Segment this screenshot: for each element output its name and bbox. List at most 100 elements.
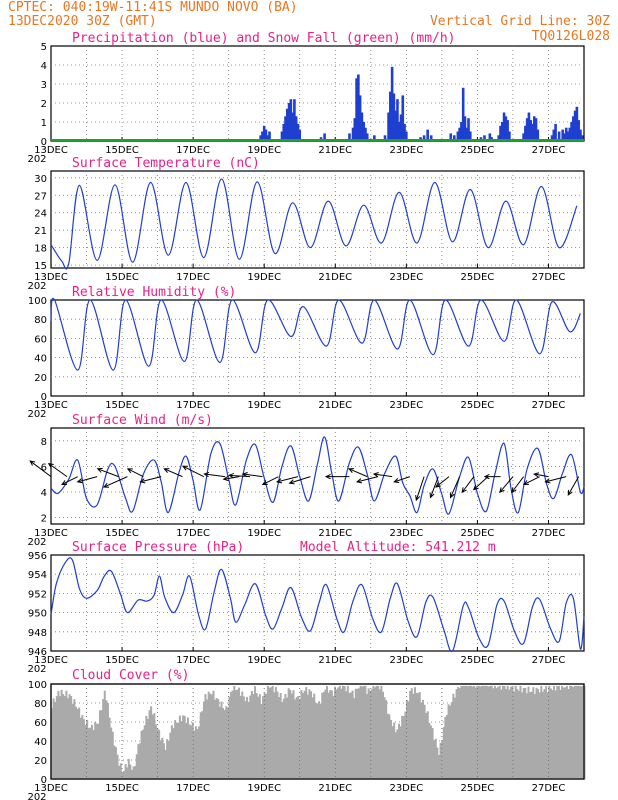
wind-arrow: [356, 476, 379, 483]
cloud-bar: [577, 685, 580, 779]
cloud-bar: [159, 740, 162, 779]
wind-arrow-head: [102, 482, 110, 488]
precip-bar: [387, 112, 390, 141]
cloud-bar: [407, 701, 410, 779]
precip-bar: [577, 120, 580, 141]
panel-title: Surface Wind (m/s): [72, 413, 213, 428]
cloud-bar: [468, 685, 471, 779]
cloud-bar: [66, 698, 69, 779]
cloud-bar: [156, 728, 159, 779]
cloud-bar: [431, 727, 434, 779]
cloud-bar: [391, 726, 394, 779]
cloud-bar: [529, 692, 532, 779]
cloud-bar: [210, 694, 213, 779]
precip-bar: [266, 135, 270, 141]
precip-bar: [351, 127, 355, 141]
wind-arrow-head: [126, 468, 133, 474]
cloud-bar: [362, 685, 365, 779]
y-tick-label: 2: [41, 99, 47, 110]
cloud-bar: [380, 685, 383, 779]
cloud-bar: [492, 688, 495, 779]
x-tick-label: 13DEC: [34, 655, 68, 666]
cloud-bar: [551, 690, 554, 779]
y-tick-label: 80: [34, 699, 47, 710]
cloud-bar: [543, 689, 546, 779]
cloud-bar: [89, 727, 92, 779]
cloud-bar: [298, 699, 301, 779]
cloud-bar: [182, 715, 185, 779]
x-year-label: 202: [27, 409, 46, 420]
cloud-bar: [58, 696, 61, 779]
cloud-bar: [119, 763, 122, 779]
wind-arrow: [435, 476, 450, 488]
cloud-bar: [306, 694, 309, 779]
cloud-bar: [289, 689, 292, 779]
cloud-bar: [463, 685, 466, 779]
cloud-bar: [118, 765, 121, 779]
cloud-bar: [394, 732, 397, 779]
wind-arrow: [97, 468, 119, 478]
cloud-bar: [508, 689, 511, 779]
cloud-bar: [190, 725, 193, 779]
cloud-bar: [97, 723, 100, 779]
cloud-bar: [500, 689, 503, 779]
wind-arrow-head: [222, 475, 229, 482]
panel-3: [50, 297, 585, 397]
wind-arrow-head: [483, 474, 490, 480]
cloud-bar: [361, 686, 364, 779]
wind-arrow: [394, 476, 411, 483]
precip-bar: [348, 133, 351, 141]
y-tick-label: 15: [34, 261, 47, 272]
cloud-bar: [569, 685, 572, 779]
cloud-bar: [255, 693, 258, 779]
cloud-bar: [535, 687, 538, 779]
precip-bar: [568, 127, 572, 141]
precip-bar: [296, 123, 300, 141]
precip-bar: [534, 118, 538, 141]
cloud-bar: [524, 687, 527, 779]
cloud-bar: [239, 695, 242, 779]
cloud-bar: [477, 685, 480, 779]
cloud-bar: [92, 729, 95, 779]
precip-bar: [355, 78, 358, 141]
cloud-bar: [143, 725, 146, 779]
x-tick-label: 17DEC: [176, 528, 210, 539]
cloud-bar: [137, 744, 140, 779]
cloud-bar: [71, 703, 74, 779]
cloud-bar: [385, 700, 388, 779]
cloud-bar: [130, 769, 133, 779]
cloud-bar: [546, 692, 549, 779]
wind-arrow-head: [261, 480, 268, 485]
precip-bar: [353, 118, 357, 141]
cloud-bar: [433, 739, 436, 779]
wind-arrow: [61, 476, 78, 485]
cloud-bar: [343, 686, 346, 779]
cloud-bar: [234, 689, 237, 779]
cloud-bar: [439, 742, 442, 779]
cloud-bar: [303, 690, 306, 779]
wind-arrow: [29, 460, 52, 478]
wind-arrow: [450, 476, 461, 498]
cloud-bar: [233, 685, 236, 779]
cloud-bar: [242, 696, 245, 779]
cloud-bar: [266, 685, 269, 779]
cloud-bar: [52, 698, 55, 779]
cloud-bar: [271, 685, 274, 779]
cloud-bar: [556, 685, 559, 779]
panel-frame: [50, 170, 585, 269]
cloud-bar: [287, 688, 290, 779]
precip-bar: [284, 116, 287, 141]
cloud-bar: [377, 685, 380, 779]
wind-arrow: [164, 468, 183, 478]
cloud-bar: [538, 692, 541, 779]
precip-bar: [261, 131, 264, 141]
cloud-bar: [78, 707, 81, 779]
cloud-bar: [225, 706, 228, 779]
cloud-bar: [151, 714, 154, 779]
cloud-bar: [60, 689, 63, 779]
cloud-bar: [62, 694, 65, 779]
cloud-bar: [570, 685, 573, 779]
x-tick-label: 19DEC: [247, 400, 281, 411]
cloud-bar: [342, 685, 345, 779]
